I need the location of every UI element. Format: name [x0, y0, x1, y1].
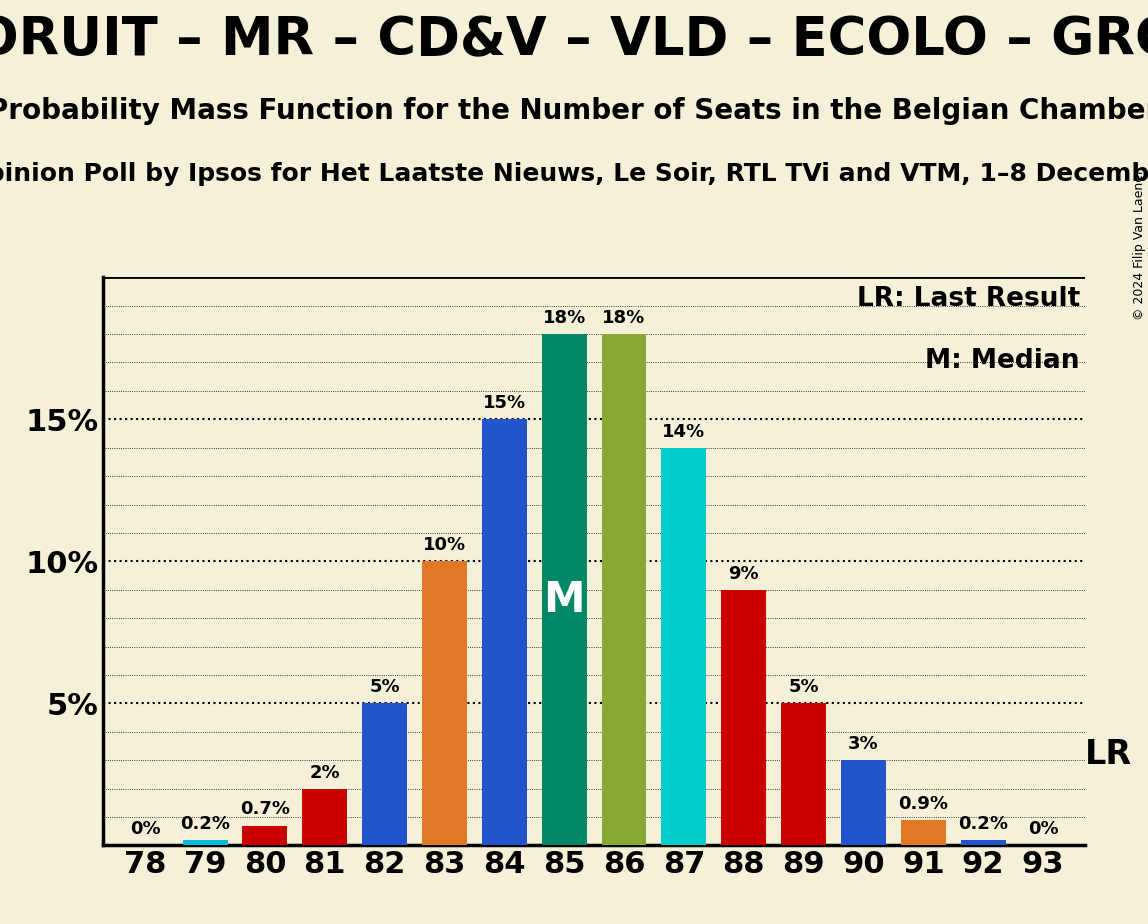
Text: 5%: 5% — [789, 678, 819, 697]
Text: LR: LR — [1085, 738, 1132, 771]
Text: on an Opinion Poll by Ipsos for Het Laatste Nieuws, Le Soir, RTL TVi and VTM, 1–: on an Opinion Poll by Ipsos for Het Laat… — [0, 162, 1148, 186]
Bar — [362, 703, 408, 845]
Text: – VOORUIT – MR – CD&V – VLD – ECOLO – GROEN –: – VOORUIT – MR – CD&V – VLD – ECOLO – GR… — [0, 14, 1148, 66]
Text: © 2024 Filip Van Laenen: © 2024 Filip Van Laenen — [1133, 166, 1147, 321]
Bar — [721, 590, 766, 845]
Text: 15%: 15% — [483, 395, 526, 412]
Text: 3%: 3% — [848, 736, 878, 753]
Bar — [242, 825, 287, 845]
Text: 0%: 0% — [130, 821, 161, 838]
Text: 0.2%: 0.2% — [959, 815, 1008, 833]
Bar — [542, 334, 587, 845]
Text: 0.2%: 0.2% — [180, 815, 230, 833]
Text: 2%: 2% — [310, 763, 340, 782]
Bar — [961, 840, 1006, 845]
Bar — [183, 840, 227, 845]
Text: 0.9%: 0.9% — [898, 795, 948, 813]
Text: M: M — [543, 579, 585, 621]
Text: 18%: 18% — [543, 309, 585, 327]
Text: 5%: 5% — [370, 678, 400, 697]
Bar — [781, 703, 827, 845]
Bar — [302, 788, 347, 845]
Text: 10%: 10% — [422, 536, 466, 554]
Bar — [422, 561, 467, 845]
Text: 0%: 0% — [1027, 821, 1058, 838]
Bar — [602, 334, 646, 845]
Text: 14%: 14% — [662, 422, 705, 441]
Text: 0.7%: 0.7% — [240, 800, 290, 819]
Text: Probability Mass Function for the Number of Seats in the Belgian Chamber: Probability Mass Function for the Number… — [0, 97, 1148, 125]
Bar — [841, 760, 886, 845]
Bar — [482, 419, 527, 845]
Bar — [901, 820, 946, 845]
Text: 18%: 18% — [603, 309, 645, 327]
Bar — [661, 448, 706, 845]
Text: LR: Last Result: LR: Last Result — [856, 286, 1080, 311]
Text: 9%: 9% — [728, 565, 759, 583]
Text: M: Median: M: Median — [925, 348, 1080, 374]
